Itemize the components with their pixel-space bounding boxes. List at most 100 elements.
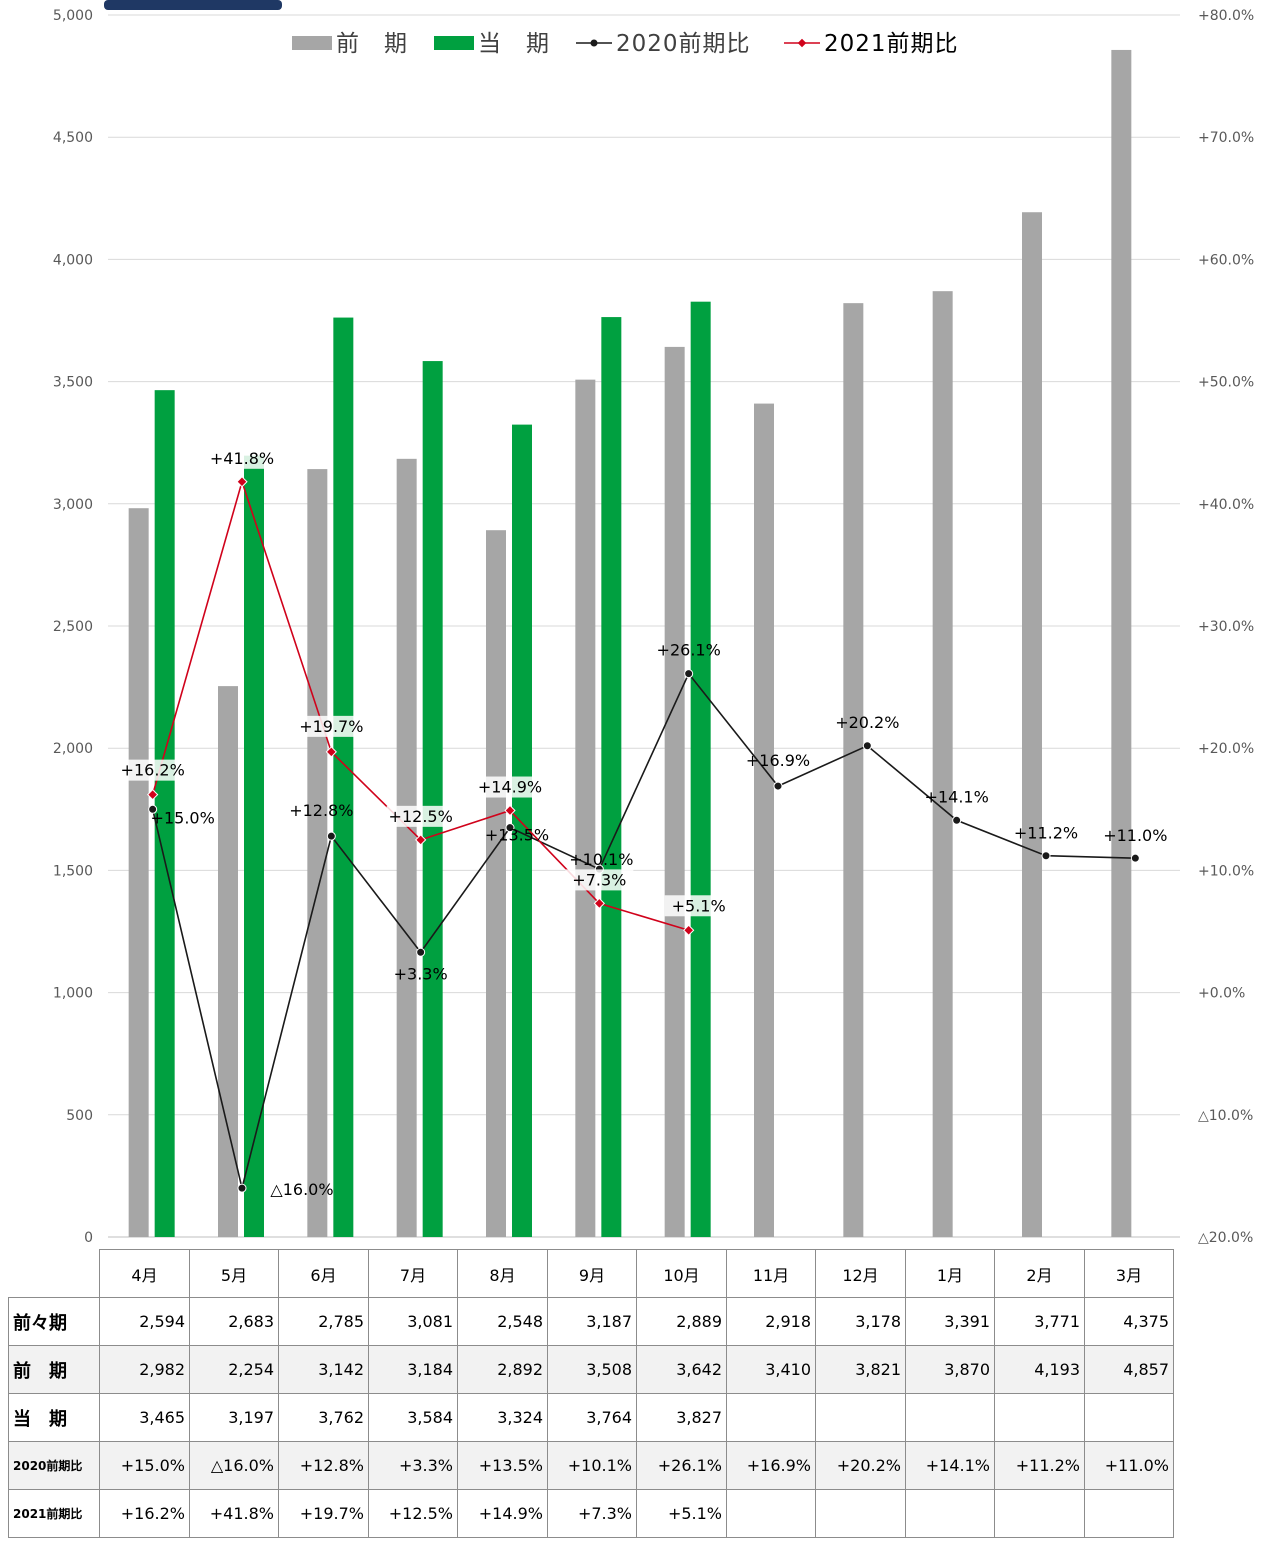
- data-table: 4月 5月 6月 7月 8月 9月 10月 11月 12月 1月 2月 3月 前々期 2,594 2,683…: [8, 1249, 1174, 1538]
- series-2020-point: [684, 669, 694, 679]
- table-cell: 4,375: [1084, 1297, 1174, 1346]
- table-cell: [815, 1489, 906, 1538]
- table-cell: 3,771: [994, 1297, 1085, 1346]
- gridlines: [108, 14, 1180, 1238]
- label-2020: △16.0%: [270, 1180, 333, 1199]
- table-cell: [726, 1393, 816, 1442]
- series-2021-point: [683, 924, 695, 936]
- table-cell: +26.1%: [636, 1441, 727, 1490]
- table-cell: +41.8%: [189, 1489, 279, 1538]
- series-2020-point: [148, 804, 158, 814]
- table-cell: 3,187: [547, 1297, 637, 1346]
- bar-prev: [396, 458, 417, 1237]
- series-2021-point: [325, 746, 337, 758]
- legend-swatch-current: [434, 36, 474, 50]
- y-tick-label: 3,000: [53, 497, 93, 513]
- label-2021-bg: [476, 776, 544, 798]
- y-tick-label: 5,000: [53, 8, 93, 24]
- table-cell: 3,764: [547, 1393, 637, 1442]
- table-cell: 3,465: [99, 1393, 190, 1442]
- series-2020-point: [416, 947, 426, 957]
- line-series: [147, 476, 1140, 1193]
- legend-label-2021: 2021前期比: [824, 31, 959, 57]
- right-axis: △20.0% △10.0% +0.0% +10.0% +20.0% +30.0% +40.0…: [1198, 8, 1254, 1246]
- combo-chart: 0 500 1,000 1,500 2,000 2,500 3,000 3,500 4,000 4…: [53, 0, 1254, 1246]
- bar-prev: [754, 403, 774, 1237]
- bar-prev: [1022, 212, 1042, 1237]
- label-2021-bg: [664, 895, 733, 917]
- table-cell: 3,178: [815, 1297, 906, 1346]
- table-cell: 3,410: [726, 1345, 816, 1394]
- series-2020-point: [952, 815, 962, 825]
- series-2020-line: [151, 672, 1136, 1189]
- month-header: 12月: [815, 1249, 906, 1298]
- table-cell: +13.5%: [457, 1441, 548, 1490]
- legend-label-current: 当 期: [478, 31, 550, 57]
- bar-prev: [486, 530, 506, 1237]
- series-2021-point: [504, 804, 516, 817]
- y2-tick-label: +40.0%: [1198, 497, 1254, 513]
- label-2020: +3.3%: [394, 964, 448, 983]
- table-cell: +16.2%: [99, 1489, 190, 1538]
- table-cell: [1084, 1489, 1174, 1538]
- y2-tick-label: +30.0%: [1198, 619, 1254, 635]
- series-2021-point: [236, 476, 248, 488]
- table-cell: +12.5%: [368, 1489, 458, 1538]
- table-cell: 3,821: [815, 1345, 906, 1394]
- label-2021: +7.3%: [572, 870, 626, 889]
- table-cell: +3.3%: [368, 1441, 458, 1490]
- header-badge: [104, 0, 282, 10]
- series-2021-point: [147, 788, 159, 801]
- label-2021-bg: [565, 869, 634, 891]
- table-cell: 4,857: [1084, 1345, 1174, 1394]
- label-2020: +11.2%: [1014, 824, 1078, 843]
- table-cell: 2,892: [457, 1345, 548, 1394]
- label-2021: +12.5%: [389, 807, 453, 826]
- table-cell: 3,324: [457, 1393, 548, 1442]
- series-2020-point: [1041, 851, 1051, 861]
- y-tick-label: 500: [66, 1108, 93, 1124]
- table-cell: 2,889: [636, 1297, 727, 1346]
- month-header: 7月: [368, 1249, 458, 1298]
- bar-current: [512, 424, 532, 1238]
- table-cell: [815, 1393, 906, 1442]
- bar-current: [333, 317, 354, 1237]
- table-cell: +7.3%: [547, 1489, 637, 1538]
- table-cell: +11.2%: [994, 1441, 1085, 1490]
- table-cell: 3,508: [547, 1345, 637, 1394]
- row-label: 2020前期比: [8, 1441, 100, 1490]
- series-2020-point: [862, 741, 872, 751]
- series-2021-point: [593, 897, 605, 910]
- label-2020: +26.1%: [657, 641, 721, 660]
- y2-tick-label: +20.0%: [1198, 741, 1254, 757]
- row-label: 当 期: [8, 1393, 100, 1442]
- bar-current: [690, 301, 711, 1237]
- table-cell: 2,594: [99, 1297, 190, 1346]
- bar-prev: [664, 346, 685, 1237]
- bar-prev: [843, 303, 864, 1238]
- bar-prev: [575, 379, 596, 1238]
- table-cell: 3,197: [189, 1393, 279, 1442]
- table-cell: [726, 1489, 816, 1538]
- table-cell: 4,193: [994, 1345, 1085, 1394]
- y-tick-label: 4,000: [53, 252, 93, 268]
- month-header: 3月: [1084, 1249, 1174, 1298]
- legend-label-prev: 前 期: [336, 31, 408, 57]
- table-cell: +11.0%: [1084, 1441, 1174, 1490]
- y2-tick-label: +70.0%: [1198, 130, 1254, 146]
- table-cell: 2,982: [99, 1345, 190, 1394]
- table-cell: 3,827: [636, 1393, 727, 1442]
- table-cell: 2,785: [278, 1297, 369, 1346]
- table-cell: 2,548: [457, 1297, 548, 1346]
- y-tick-label: 1,500: [53, 863, 93, 879]
- bar-prev: [1111, 49, 1132, 1237]
- bars: [128, 49, 1132, 1238]
- series-2020-point: [505, 823, 515, 833]
- left-axis: 0 500 1,000 1,500 2,000 2,500 3,000 3,500 4,000 4…: [53, 8, 93, 1246]
- table-cell: [905, 1489, 995, 1538]
- label-2021: +41.8%: [210, 449, 274, 468]
- month-header: 4月: [99, 1249, 190, 1298]
- table-corner: [8, 1249, 100, 1298]
- label-2020: +11.0%: [1103, 826, 1167, 845]
- bar-prev: [307, 469, 328, 1237]
